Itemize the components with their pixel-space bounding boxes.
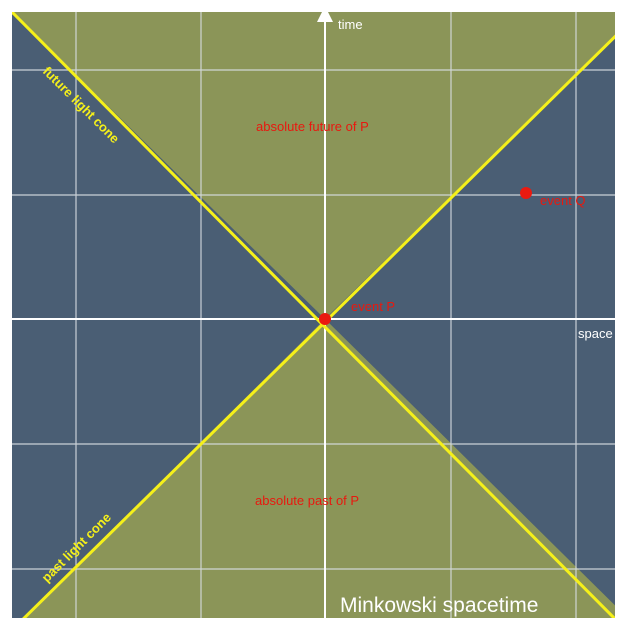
event-p-label: event P bbox=[351, 299, 395, 314]
diagram-title: Minkowski spacetime bbox=[340, 594, 538, 617]
space-axis-label: space bbox=[578, 326, 613, 341]
grid bbox=[12, 12, 615, 618]
event-q-label: event Q bbox=[540, 193, 586, 208]
absolute-past-region bbox=[24, 319, 615, 618]
event-p-dot bbox=[319, 313, 331, 325]
past-region-label: absolute past of P bbox=[255, 493, 359, 508]
light-cone-line-a bbox=[12, 12, 615, 618]
diagram-frame bbox=[10, 10, 617, 620]
time-axis-label: time bbox=[338, 17, 363, 32]
future-region-label: absolute future of P bbox=[256, 119, 369, 134]
absolute-future-region bbox=[12, 12, 615, 319]
event-q-dot bbox=[520, 187, 532, 199]
